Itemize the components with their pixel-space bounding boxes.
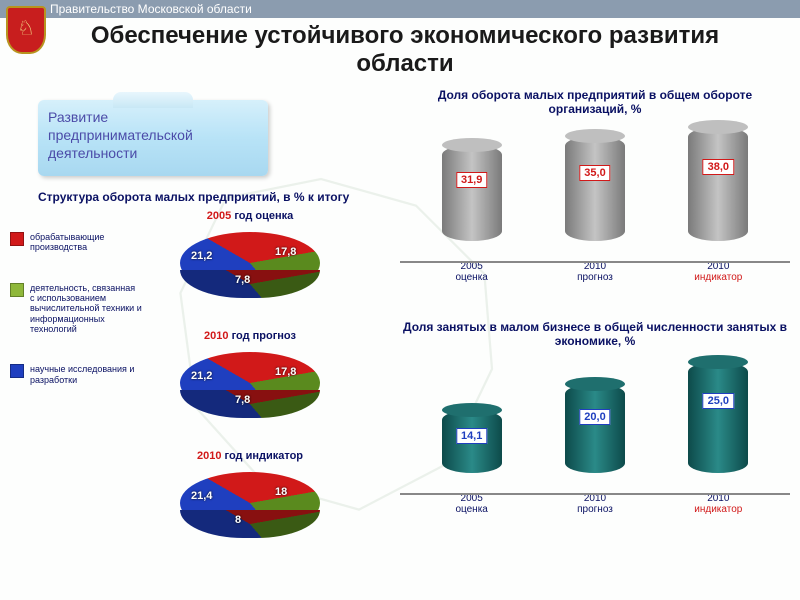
legend-swatch-1 bbox=[10, 283, 24, 297]
legend-swatch-0 bbox=[10, 232, 24, 246]
pie-block-0: 2005 год оценка 21,2 7,8 17,8 bbox=[140, 210, 360, 309]
pie-1: 21,2 7,8 17,8 bbox=[175, 344, 325, 429]
cylchart-1-title: Доля занятых в малом бизнесе в общей чис… bbox=[400, 320, 790, 349]
pie-title-0: 2005 год оценка bbox=[140, 210, 360, 222]
pie-block-1: 2010 год прогноз 21,2 7,8 17,8 bbox=[140, 330, 360, 429]
callout-line2: предпринимательской bbox=[48, 126, 258, 144]
cyl1-xlabel-0: 2005 оценка bbox=[427, 493, 517, 515]
legend: обрабатывающие производства деятельность,… bbox=[10, 232, 142, 415]
cyl1-val-2: 25,0 bbox=[703, 393, 734, 409]
cylchart-0: Доля оборота малых предприятий в общем о… bbox=[400, 88, 790, 283]
pie-block-2: 2010 год индикатор 21,4 8 18 bbox=[140, 450, 360, 549]
cyl1-col-2: 25,0 2010 индикатор bbox=[673, 362, 763, 515]
cyl1-val-0: 14,1 bbox=[456, 428, 487, 444]
cyl1-cyl-2: 25,0 bbox=[688, 362, 748, 473]
cyl0-cyl-1: 35,0 bbox=[565, 136, 625, 241]
cyl0-col-2: 38,0 2010 индикатор bbox=[673, 127, 763, 283]
header-bar: Правительство Московской области bbox=[0, 0, 800, 18]
cyl0-col-0: 31,9 2005 оценка bbox=[427, 145, 517, 283]
pie-title-1: 2010 год прогноз bbox=[140, 330, 360, 342]
cyl1-xlabel-2: 2010 индикатор bbox=[673, 493, 763, 515]
cyl0-val-2: 38,0 bbox=[703, 159, 734, 175]
cyl0-cyl-2: 38,0 bbox=[688, 127, 748, 241]
pie-1-blue-label: 21,2 bbox=[191, 370, 212, 382]
pie-2-green-label: 8 bbox=[235, 514, 241, 526]
cyl1-cyl-1: 20,0 bbox=[565, 384, 625, 473]
pie-1-red-label: 17,8 bbox=[275, 366, 296, 378]
legend-label-2: научные исследования и разработки bbox=[30, 364, 142, 385]
legend-swatch-2 bbox=[10, 364, 24, 378]
pie-2-blue-label: 21,4 bbox=[191, 490, 212, 502]
pie-0-blue-label: 21,2 bbox=[191, 250, 212, 262]
pie-1-green-label: 7,8 bbox=[235, 394, 250, 406]
cyl0-cyl-0: 31,9 bbox=[442, 145, 502, 241]
cyl1-val-1: 20,0 bbox=[579, 409, 610, 425]
cyl1-col-0: 14,1 2005 оценка bbox=[427, 410, 517, 515]
legend-label-1: деятельность, связанная с использованием… bbox=[30, 283, 142, 335]
legend-item-1: деятельность, связанная с использованием… bbox=[10, 283, 142, 335]
header-org: Правительство Московской области bbox=[50, 2, 252, 16]
legend-label-0: обрабатывающие производства bbox=[30, 232, 142, 253]
cylchart-1: Доля занятых в малом бизнесе в общей чис… bbox=[400, 320, 790, 515]
page-title: Обеспечение устойчивого экономического р… bbox=[0, 18, 800, 79]
callout-line1: Развитие bbox=[48, 108, 258, 126]
pie-0-red-label: 17,8 bbox=[275, 246, 296, 258]
pie-2: 21,4 8 18 bbox=[175, 464, 325, 549]
cyl1-xlabel-1: 2010 прогноз bbox=[550, 493, 640, 515]
cyl1-cyl-0: 14,1 bbox=[442, 410, 502, 473]
cyl0-xlabel-0: 2005 оценка bbox=[427, 261, 517, 283]
pie-0-green-label: 7,8 bbox=[235, 274, 250, 286]
coat-of-arms: ♘ bbox=[6, 6, 46, 54]
cyl0-xlabel-1: 2010 прогноз bbox=[550, 261, 640, 283]
pie-title-2: 2010 год индикатор bbox=[140, 450, 360, 462]
pie-2-red-label: 18 bbox=[275, 486, 287, 498]
legend-item-2: научные исследования и разработки bbox=[10, 364, 142, 385]
legend-item-0: обрабатывающие производства bbox=[10, 232, 142, 253]
callout-line3: деятельности bbox=[48, 144, 258, 162]
callout-box: Развитие предпринимательской деятельност… bbox=[38, 100, 268, 176]
cyl0-val-1: 35,0 bbox=[579, 165, 610, 181]
cyl0-col-1: 35,0 2010 прогноз bbox=[550, 136, 640, 283]
cyl1-col-1: 20,0 2010 прогноз bbox=[550, 384, 640, 515]
structure-title: Структура оборота малых предприятий, в %… bbox=[38, 190, 378, 204]
cyl0-val-0: 31,9 bbox=[456, 172, 487, 188]
pie-0: 21,2 7,8 17,8 bbox=[175, 224, 325, 309]
cyl0-xlabel-2: 2010 индикатор bbox=[673, 261, 763, 283]
cylchart-0-title: Доля оборота малых предприятий в общем о… bbox=[400, 88, 790, 117]
